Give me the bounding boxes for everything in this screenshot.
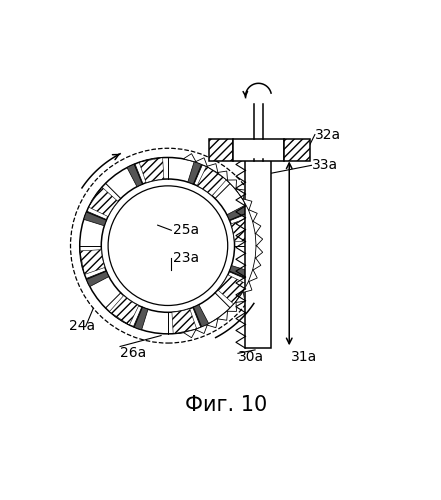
Polygon shape <box>133 307 148 330</box>
Polygon shape <box>235 189 245 200</box>
Polygon shape <box>195 158 207 167</box>
Text: 32a: 32a <box>315 128 341 141</box>
Polygon shape <box>84 211 107 226</box>
Polygon shape <box>183 329 196 338</box>
Polygon shape <box>255 245 263 258</box>
Text: 31a: 31a <box>291 350 317 364</box>
Polygon shape <box>139 158 164 182</box>
Polygon shape <box>218 275 247 304</box>
Polygon shape <box>227 302 236 312</box>
Polygon shape <box>253 221 261 234</box>
Polygon shape <box>86 270 109 286</box>
Polygon shape <box>217 310 228 320</box>
Bar <box>209 139 233 161</box>
Bar <box>246 158 272 348</box>
Polygon shape <box>231 217 256 242</box>
Polygon shape <box>193 304 209 328</box>
Polygon shape <box>172 308 197 334</box>
Polygon shape <box>248 270 257 282</box>
Text: 30a: 30a <box>238 350 264 364</box>
Polygon shape <box>235 292 245 302</box>
Polygon shape <box>109 296 139 325</box>
Polygon shape <box>243 281 252 292</box>
Text: Фиг. 10: Фиг. 10 <box>185 394 267 414</box>
Polygon shape <box>243 198 252 210</box>
Text: 25a: 25a <box>173 224 199 237</box>
Polygon shape <box>197 166 226 196</box>
Bar <box>233 139 284 161</box>
Polygon shape <box>89 187 118 216</box>
Polygon shape <box>127 164 143 186</box>
Text: 23a: 23a <box>173 250 199 264</box>
Polygon shape <box>255 233 263 246</box>
Polygon shape <box>248 210 257 222</box>
Text: 24a: 24a <box>69 319 95 333</box>
Polygon shape <box>206 318 218 328</box>
Polygon shape <box>206 164 218 173</box>
Polygon shape <box>188 162 202 184</box>
Polygon shape <box>227 180 236 190</box>
Polygon shape <box>80 250 105 274</box>
Bar <box>284 139 310 161</box>
Polygon shape <box>229 266 252 280</box>
Polygon shape <box>253 258 261 270</box>
Polygon shape <box>183 154 196 162</box>
Polygon shape <box>195 324 207 334</box>
Polygon shape <box>227 204 250 221</box>
Polygon shape <box>217 171 228 180</box>
Text: 33a: 33a <box>311 158 337 172</box>
Text: 26a: 26a <box>120 346 146 360</box>
